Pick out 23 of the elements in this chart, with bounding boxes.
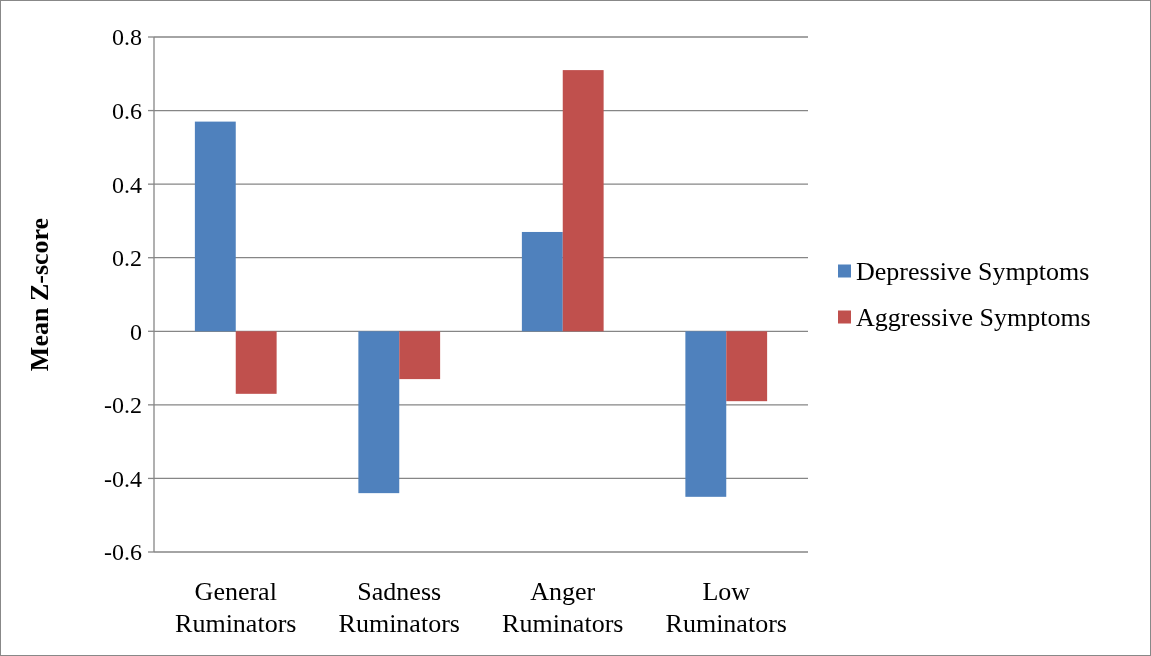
- y-tick-label: 0.2: [112, 245, 142, 272]
- x-tick-label: Anger Ruminators: [502, 577, 624, 638]
- x-tick-label: Sadness Ruminators: [338, 577, 460, 638]
- y-tick-label: -0.6: [104, 539, 142, 566]
- legend-label: Depressive Symptoms: [856, 256, 1090, 286]
- x-tick-label: Low Ruminators: [665, 577, 787, 638]
- y-tick-label: 0: [130, 318, 142, 345]
- y-tick-label: 0.4: [112, 171, 142, 198]
- bar: [726, 331, 768, 402]
- y-axis-title: Mean Z-score: [25, 217, 54, 372]
- legend-label: Aggressive Symptoms: [856, 302, 1091, 332]
- bar: [194, 121, 236, 332]
- bar: [521, 231, 563, 332]
- y-tick-label: -0.4: [104, 465, 142, 492]
- y-tick-label: -0.2: [104, 392, 142, 419]
- x-tick-label: General Ruminators: [175, 577, 297, 638]
- bar: [235, 331, 277, 394]
- y-tick-label: 0.6: [112, 97, 142, 124]
- bar: [358, 331, 400, 494]
- bar: [685, 331, 727, 497]
- y-tick-label: 0.8: [112, 24, 142, 51]
- bar: [562, 70, 604, 332]
- bar: [399, 331, 441, 380]
